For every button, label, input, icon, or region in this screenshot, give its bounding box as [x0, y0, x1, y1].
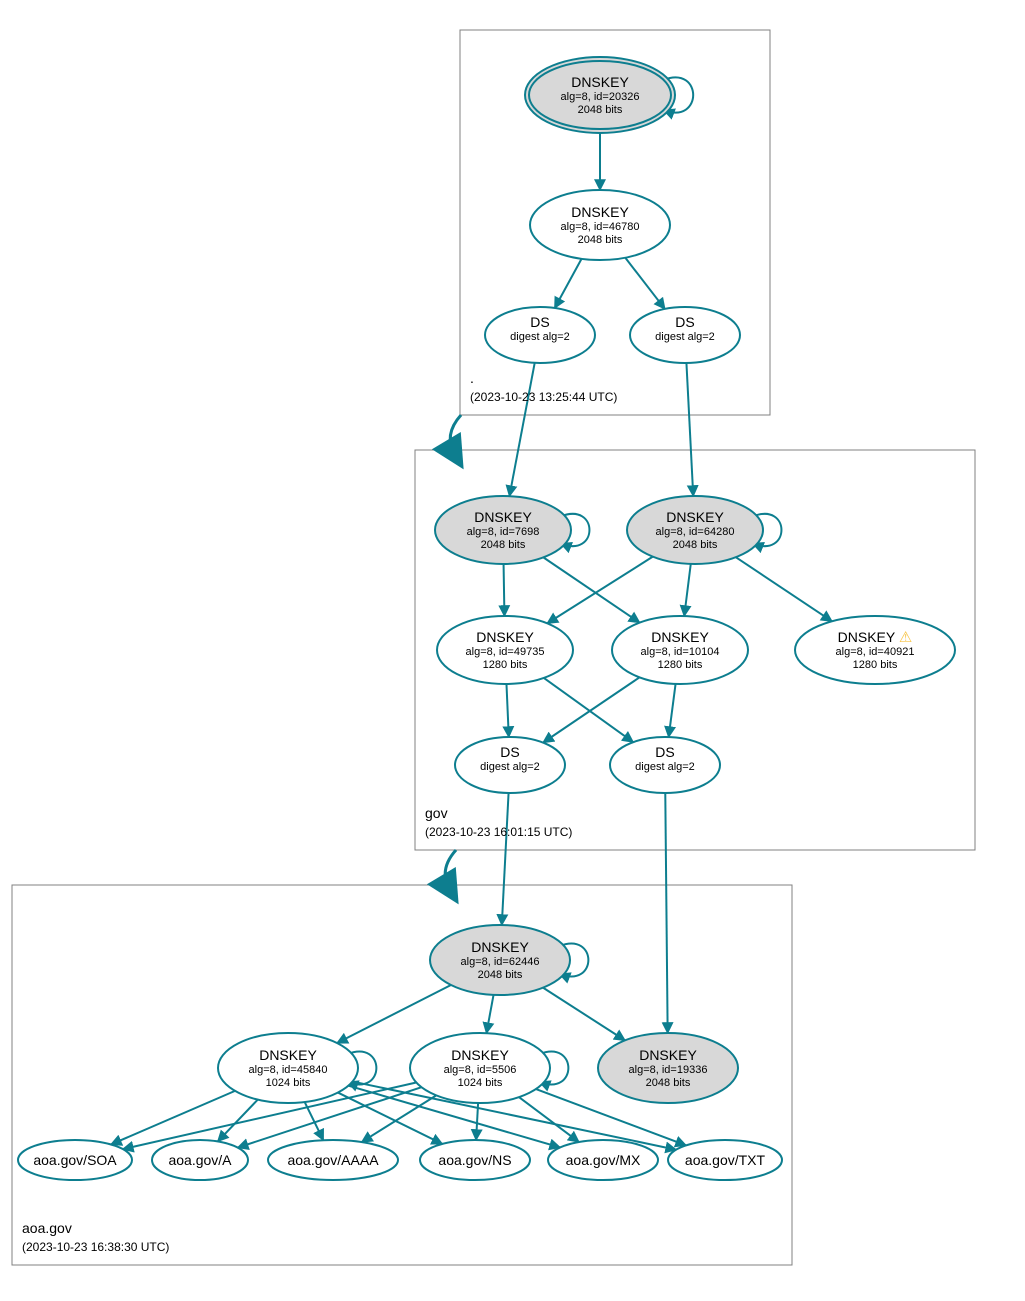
node-r3: aoa.gov/AAAA — [268, 1140, 398, 1180]
svg-text:alg=8, id=5506: alg=8, id=5506 — [444, 1064, 517, 1076]
svg-text:digest alg=2: digest alg=2 — [480, 761, 540, 773]
svg-text:DNSKEY: DNSKEY — [571, 204, 629, 220]
zone-label-gov: gov — [425, 805, 448, 821]
node-n12: DNSKEYalg=8, id=624462048 bits — [430, 925, 570, 995]
svg-text:alg=8, id=10104: alg=8, id=10104 — [641, 646, 720, 658]
node-n10: DSdigest alg=2 — [455, 737, 565, 793]
svg-text:DNSKEY ⚠: DNSKEY ⚠ — [838, 629, 913, 646]
node-n15: DNSKEYalg=8, id=193362048 bits — [598, 1033, 738, 1103]
edge — [686, 363, 693, 496]
edge — [543, 988, 625, 1041]
svg-text:1280 bits: 1280 bits — [483, 659, 528, 671]
svg-text:DNSKEY: DNSKEY — [666, 509, 724, 525]
svg-text:2048 bits: 2048 bits — [481, 539, 526, 551]
svg-text:DNSKEY: DNSKEY — [471, 939, 529, 955]
svg-text:2048 bits: 2048 bits — [478, 969, 523, 981]
svg-text:DNSKEY: DNSKEY — [451, 1047, 509, 1063]
node-n6: DNSKEYalg=8, id=642802048 bits — [627, 496, 763, 564]
svg-text:2048 bits: 2048 bits — [673, 539, 718, 551]
node-n4: DSdigest alg=2 — [630, 307, 740, 363]
node-n13: DNSKEYalg=8, id=458401024 bits — [218, 1033, 358, 1103]
node-r4: aoa.gov/NS — [420, 1140, 530, 1180]
zone-delegation-arrow — [445, 850, 456, 890]
svg-text:1280 bits: 1280 bits — [658, 659, 703, 671]
svg-text:DNSKEY: DNSKEY — [651, 629, 709, 645]
node-n2: DNSKEYalg=8, id=467802048 bits — [530, 190, 670, 260]
node-n1: DNSKEYalg=8, id=203262048 bits — [525, 57, 675, 133]
svg-text:aoa.gov/SOA: aoa.gov/SOA — [33, 1152, 117, 1168]
node-n7: DNSKEYalg=8, id=497351280 bits — [437, 616, 573, 684]
node-n3: DSdigest alg=2 — [485, 307, 595, 363]
svg-text:2048 bits: 2048 bits — [578, 104, 623, 116]
zone-timestamp-root: (2023-10-23 13:25:44 UTC) — [470, 390, 617, 404]
zone-label-root: . — [470, 370, 474, 386]
edge — [543, 557, 639, 622]
svg-text:alg=8, id=45840: alg=8, id=45840 — [249, 1064, 328, 1076]
svg-text:DS: DS — [530, 314, 549, 330]
svg-text:aoa.gov/MX: aoa.gov/MX — [566, 1152, 641, 1168]
zone-label-aoa: aoa.gov — [22, 1220, 72, 1236]
node-r5: aoa.gov/MX — [548, 1140, 658, 1180]
node-n11: DSdigest alg=2 — [610, 737, 720, 793]
edge — [665, 793, 667, 1033]
svg-text:digest alg=2: digest alg=2 — [635, 761, 695, 773]
node-r6: aoa.gov/TXT — [668, 1140, 782, 1180]
svg-text:DNSKEY: DNSKEY — [639, 1047, 697, 1063]
svg-text:alg=8, id=40921: alg=8, id=40921 — [836, 646, 915, 658]
svg-text:aoa.gov/TXT: aoa.gov/TXT — [685, 1152, 766, 1168]
svg-text:alg=8, id=19336: alg=8, id=19336 — [629, 1064, 708, 1076]
node-r1: aoa.gov/SOA — [18, 1140, 132, 1180]
svg-text:DNSKEY: DNSKEY — [259, 1047, 317, 1063]
zone-delegation-arrow — [450, 415, 461, 455]
zone-timestamp-aoa: (2023-10-23 16:38:30 UTC) — [22, 1240, 169, 1254]
svg-text:aoa.gov/AAAA: aoa.gov/AAAA — [287, 1152, 379, 1168]
svg-text:alg=8, id=64280: alg=8, id=64280 — [656, 526, 735, 538]
svg-text:alg=8, id=46780: alg=8, id=46780 — [561, 221, 640, 233]
svg-text:1024 bits: 1024 bits — [266, 1077, 311, 1089]
svg-text:alg=8, id=7698: alg=8, id=7698 — [467, 526, 540, 538]
node-n5: DNSKEYalg=8, id=76982048 bits — [435, 496, 571, 564]
svg-text:aoa.gov/A: aoa.gov/A — [168, 1152, 232, 1168]
svg-text:DNSKEY: DNSKEY — [474, 509, 532, 525]
edge — [555, 259, 582, 308]
svg-text:1024 bits: 1024 bits — [458, 1077, 503, 1089]
svg-text:2048 bits: 2048 bits — [646, 1077, 691, 1089]
node-n8: DNSKEYalg=8, id=101041280 bits — [612, 616, 748, 684]
edge — [736, 557, 832, 621]
svg-text:DNSKEY: DNSKEY — [476, 629, 534, 645]
edge — [519, 1097, 579, 1142]
svg-text:alg=8, id=49735: alg=8, id=49735 — [466, 646, 545, 658]
edge — [625, 258, 665, 309]
svg-text:aoa.gov/NS: aoa.gov/NS — [438, 1152, 511, 1168]
edge — [486, 995, 493, 1033]
edge — [502, 793, 509, 925]
node-n9: DNSKEY ⚠alg=8, id=409211280 bits — [795, 616, 955, 684]
dnssec-diagram: DNSKEYalg=8, id=203262048 bitsDNSKEYalg=… — [0, 0, 1025, 1301]
zone-timestamp-gov: (2023-10-23 16:01:15 UTC) — [425, 825, 572, 839]
edge — [504, 564, 505, 616]
edge — [684, 564, 691, 616]
svg-text:DS: DS — [500, 744, 519, 760]
edge — [547, 557, 653, 624]
edge — [111, 1091, 235, 1145]
edge — [509, 363, 534, 496]
svg-text:2048 bits: 2048 bits — [578, 234, 623, 246]
node-n14: DNSKEYalg=8, id=55061024 bits — [410, 1033, 550, 1103]
edge — [337, 985, 451, 1043]
edge — [669, 684, 676, 737]
svg-text:1280 bits: 1280 bits — [853, 659, 898, 671]
svg-text:digest alg=2: digest alg=2 — [655, 331, 715, 343]
svg-text:digest alg=2: digest alg=2 — [510, 331, 570, 343]
svg-text:DS: DS — [655, 744, 674, 760]
svg-text:alg=8, id=62446: alg=8, id=62446 — [461, 956, 540, 968]
node-r2: aoa.gov/A — [152, 1140, 248, 1180]
svg-text:DNSKEY: DNSKEY — [571, 74, 629, 90]
edge — [506, 684, 508, 737]
svg-text:alg=8, id=20326: alg=8, id=20326 — [561, 91, 640, 103]
svg-text:DS: DS — [675, 314, 694, 330]
